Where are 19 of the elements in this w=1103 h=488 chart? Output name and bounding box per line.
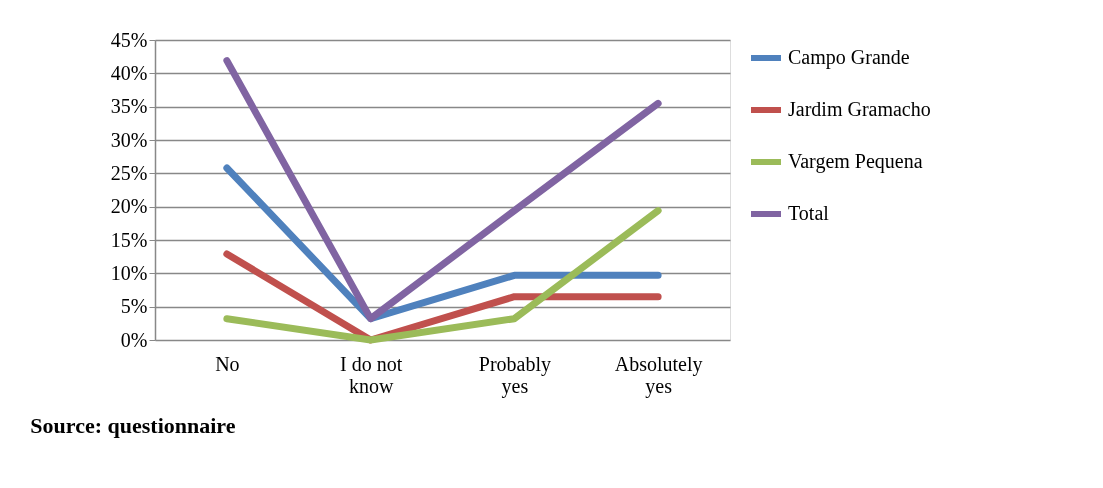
x-tick-label: I do not know [340,352,403,397]
source-note: Source: questionnaire [30,413,236,438]
legend-label: Total [788,202,830,224]
y-tick-label: 20% [110,195,148,218]
x-tick-label: No [215,352,240,375]
legend-label: Jardim Gramacho [788,98,931,120]
y-tick-label: 45% [110,28,148,51]
y-tick-label: 40% [110,61,148,84]
x-tick-label: Absolutely yes [614,352,703,398]
y-tick-label: 15% [110,228,148,251]
y-tick-label: 30% [110,128,148,151]
y-tick-label: 25% [110,161,148,184]
y-tick-label: 5% [120,295,148,318]
x-tick-label: Probably yes [478,352,551,398]
y-tick-label: 35% [110,95,148,118]
y-tick-label: 10% [110,261,148,284]
legend-label: Vargem Pequena [788,150,923,173]
y-tick-label: 0% [120,328,148,351]
legend-label: Campo Grande [788,46,910,69]
